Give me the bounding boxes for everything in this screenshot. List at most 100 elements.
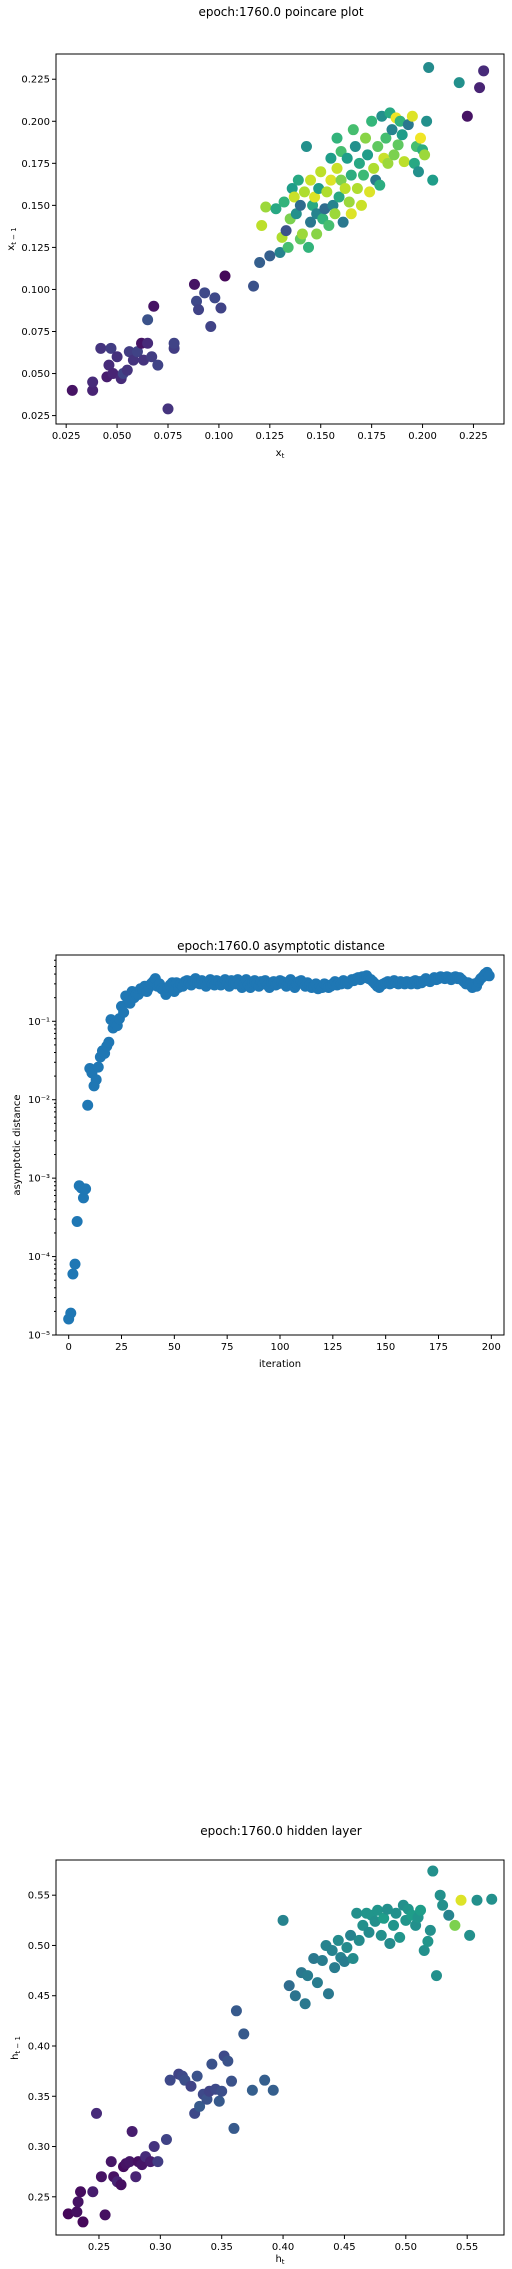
- scatter-point: [292, 174, 304, 186]
- y-tick-label: 0.100: [21, 285, 50, 296]
- x-tick-label: 0.125: [255, 431, 284, 442]
- scatter-point: [219, 270, 231, 282]
- scatter-point: [294, 199, 306, 211]
- scatter-point: [443, 1909, 455, 1921]
- scatter-point: [148, 300, 160, 312]
- x-ticks: 0.025 0.050 0.075 0.100 0.125 0.150 0.175 0.200…: [52, 424, 488, 442]
- scatter-point: [316, 1955, 328, 1967]
- x-tick-label: 0.55: [456, 2242, 478, 2253]
- scatter-point: [82, 1099, 94, 1111]
- scatter-point: [478, 65, 490, 77]
- scatter-point: [152, 2156, 164, 2168]
- y-tick-label: 0.40: [28, 2041, 50, 2052]
- scatter-point: [415, 132, 427, 144]
- scatter-point: [259, 2074, 271, 2086]
- scatter-point: [274, 246, 286, 258]
- y-tick-label: 0.150: [21, 201, 50, 212]
- y-axis-label: asymptotic distance: [12, 1094, 23, 1195]
- scatter-point: [103, 359, 115, 371]
- scatter-point: [353, 157, 365, 169]
- scatter-point: [115, 2179, 127, 2191]
- plot-frame: [55, 1859, 505, 2236]
- scatter-point: [75, 2186, 87, 2198]
- scatter-point: [308, 1953, 320, 1965]
- scatter-point: [392, 139, 404, 151]
- x-axis-label: ht: [275, 2254, 284, 2266]
- scatter-point: [248, 280, 260, 292]
- scatter-point: [160, 2133, 172, 2145]
- x-tick-label: 0.050: [103, 431, 132, 442]
- scatter-point: [267, 2084, 279, 2096]
- scatter-point: [213, 2095, 225, 2107]
- scatter-point: [329, 208, 341, 220]
- scatter-point: [421, 115, 433, 127]
- scatter-point: [307, 199, 319, 211]
- scatter-point: [333, 191, 345, 203]
- scatter-point: [71, 1215, 83, 1227]
- scatter-point: [278, 196, 290, 208]
- y-tick-label: 0.35: [28, 2092, 50, 2103]
- scatter-point: [406, 110, 418, 122]
- scatter-point: [347, 124, 359, 136]
- scatter-point: [327, 199, 339, 211]
- scatter-point: [422, 1935, 434, 1947]
- y-tick-label: 0.200: [21, 117, 50, 128]
- scatter-points: [62, 1865, 498, 2228]
- x-tick-label: 0.35: [211, 2242, 233, 2253]
- y-tick-label: 0.175: [21, 159, 50, 170]
- y-tick-label: 10⁻⁵: [28, 1331, 50, 1342]
- scatter-point: [130, 2171, 142, 2183]
- chart-hidden-layer: epoch:1760.0 hidden layer 0.25 0.30 0.35 0.…: [10, 1824, 505, 2266]
- scatter-point: [430, 1970, 442, 1982]
- y-ticks: 0.025 0.050 0.075 0.100 0.125 0.150 0.175 0.200…: [21, 75, 56, 422]
- scatter-point: [230, 2005, 242, 2017]
- scatter-point: [69, 1258, 81, 1270]
- x-tick-label: 0.200: [408, 431, 437, 442]
- scatter-point: [337, 216, 349, 228]
- scatter-point: [299, 1998, 311, 2010]
- scatter-points: [63, 966, 495, 1325]
- plot-frame: [55, 53, 505, 425]
- scatter-point: [238, 2028, 250, 2040]
- scatter-point: [396, 129, 408, 141]
- scatter-point: [282, 241, 294, 253]
- chart-title: epoch:1760.0 asymptotic distance: [177, 939, 385, 953]
- scatter-point: [351, 1907, 363, 1919]
- scatter-point: [372, 141, 384, 152]
- scatter-point: [381, 1903, 393, 1915]
- y-tick-label: 10⁻¹: [28, 1017, 50, 1028]
- scatter-point: [453, 77, 465, 89]
- scatter-point: [388, 1919, 400, 1931]
- scatter-point: [256, 220, 268, 232]
- scatter-point: [99, 2209, 111, 2221]
- scatter-point: [338, 1956, 350, 1968]
- scatter-point: [222, 2055, 234, 2067]
- scatter-point: [296, 228, 308, 240]
- scatter-point: [65, 1307, 77, 1319]
- y-tick-label: 0.075: [21, 327, 50, 338]
- x-tick-label: 0.100: [205, 431, 234, 442]
- scatter-point: [341, 1941, 353, 1953]
- scatter-point: [302, 1970, 314, 1982]
- y-tick-label: 0.30: [28, 2142, 50, 2153]
- scatter-point: [216, 2085, 228, 2097]
- x-ticks: 0.25 0.30 0.35 0.40 0.45 0.50 0.55: [88, 2235, 478, 2253]
- scatter-point: [345, 208, 357, 220]
- scatter-point: [124, 2156, 136, 2168]
- scatter-point: [374, 179, 386, 191]
- scatter-point: [103, 1036, 115, 1048]
- scatter-point: [368, 162, 380, 174]
- scatter-point: [107, 368, 119, 380]
- scatter-point: [461, 110, 473, 122]
- scatter-point: [191, 295, 203, 307]
- scatter-point: [486, 1893, 498, 1905]
- scatter-point: [347, 1953, 359, 1965]
- scatter-point: [91, 2107, 103, 2119]
- scatter-point: [382, 157, 394, 169]
- scatter-point: [394, 1931, 406, 1943]
- scatter-point: [345, 169, 357, 181]
- scatter-point: [386, 124, 398, 136]
- chart-title: epoch:1760.0 hidden layer: [200, 1824, 362, 1838]
- scatter-point: [246, 2084, 258, 2096]
